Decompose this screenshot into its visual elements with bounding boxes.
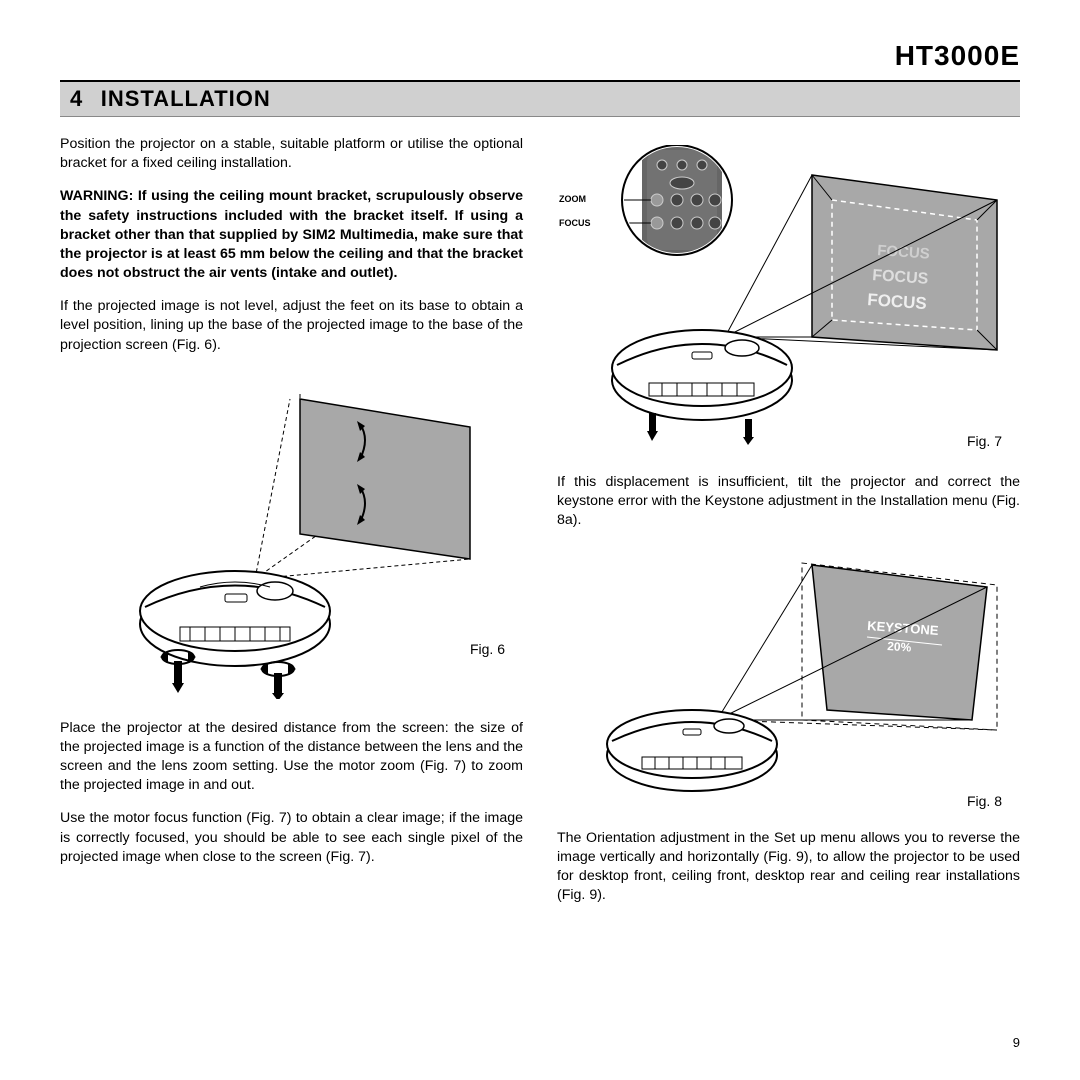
figure-8: KEYSTONE 20% — [557, 545, 1020, 805]
page-number: 9 — [1013, 1035, 1020, 1050]
keystone-para: If this displacement is insufficient, ti… — [557, 473, 1020, 531]
fig-7-label: Fig. 7 — [967, 432, 1002, 451]
intro-para: Position the projector on a stable, suit… — [60, 135, 523, 173]
model-number: HT3000E — [60, 40, 1020, 72]
focus-para: Use the motor focus function (Fig. 7) to… — [60, 809, 523, 867]
section-title: INSTALLATION — [101, 86, 271, 111]
section-number: 4 — [70, 86, 82, 112]
figure-7: ZOOM FOCUS — [557, 145, 1020, 445]
left-column: Position the projector on a stable, suit… — [60, 135, 523, 919]
section-header: 4 INSTALLATION — [60, 80, 1020, 117]
focus-label: FOCUS — [559, 217, 591, 229]
fig-6-label: Fig. 6 — [470, 640, 505, 659]
orientation-para: The Orientation adjustment in the Set up… — [557, 829, 1020, 906]
level-para: If the projected image is not level, adj… — [60, 297, 523, 355]
right-column: ZOOM FOCUS — [557, 135, 1020, 919]
distance-para: Place the projector at the desired dista… — [60, 719, 523, 796]
zoom-label: ZOOM — [559, 193, 586, 205]
warning-para: WARNING: If using the ceiling mount brac… — [60, 187, 523, 283]
fig-8-label: Fig. 8 — [967, 792, 1002, 811]
figure-6: Fig. 6 — [60, 369, 523, 699]
